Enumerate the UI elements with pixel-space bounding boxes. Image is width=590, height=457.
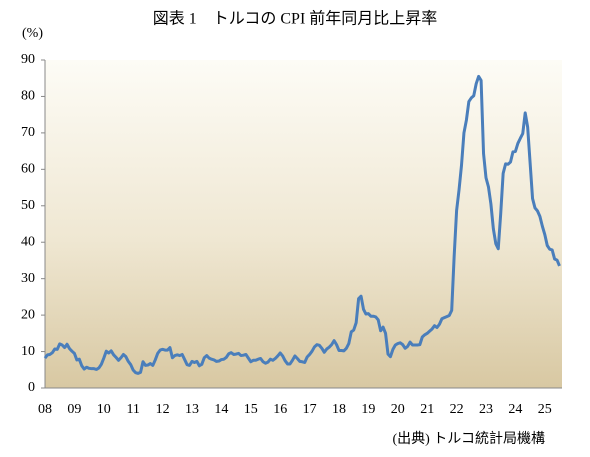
x-tick-label: 12 bbox=[156, 402, 170, 417]
x-tick-label: 13 bbox=[185, 402, 199, 417]
y-tick-label: 30 bbox=[21, 271, 35, 286]
x-tick-label: 25 bbox=[538, 402, 552, 417]
y-tick-label: 60 bbox=[21, 162, 35, 177]
y-tick-label: 0 bbox=[28, 380, 35, 395]
x-tick-label: 24 bbox=[508, 402, 522, 417]
x-tick-label: 08 bbox=[38, 402, 52, 417]
x-tick-label: 15 bbox=[244, 402, 258, 417]
plot-area bbox=[45, 60, 562, 388]
x-tick-label: 18 bbox=[332, 402, 346, 417]
x-tick-label: 17 bbox=[303, 402, 317, 417]
y-tick-label: 20 bbox=[21, 307, 35, 322]
x-tick-label: 09 bbox=[67, 402, 81, 417]
x-tick-label: 22 bbox=[450, 402, 464, 417]
x-tick-label: 19 bbox=[361, 402, 375, 417]
x-tick-label: 11 bbox=[126, 402, 139, 417]
y-tick-label: 90 bbox=[21, 52, 35, 67]
x-tick-label: 20 bbox=[391, 402, 405, 417]
y-tick-label: 70 bbox=[21, 125, 35, 140]
cpi-line bbox=[43, 74, 561, 375]
x-tick-label: 14 bbox=[214, 402, 228, 417]
x-tick-label: 23 bbox=[479, 402, 493, 417]
y-tick-label: 40 bbox=[21, 234, 35, 249]
x-tick-label: 10 bbox=[97, 402, 111, 417]
y-tick-label: 50 bbox=[21, 198, 35, 213]
source-note: (出典) トルコ統計局機構 bbox=[392, 431, 545, 447]
x-tick-label: 21 bbox=[420, 402, 434, 417]
y-tick-label: 80 bbox=[21, 89, 35, 104]
x-tick-label: 16 bbox=[273, 402, 287, 417]
y-axis-label: (%) bbox=[22, 26, 43, 41]
y-tick-label: 10 bbox=[21, 344, 35, 359]
chart-title: 図表 1 トルコの CPI 前年同月比上昇率 bbox=[153, 10, 438, 28]
